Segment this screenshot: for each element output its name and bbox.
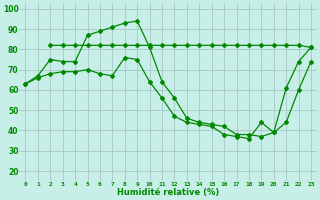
X-axis label: Humidité relative (%): Humidité relative (%): [117, 188, 219, 197]
